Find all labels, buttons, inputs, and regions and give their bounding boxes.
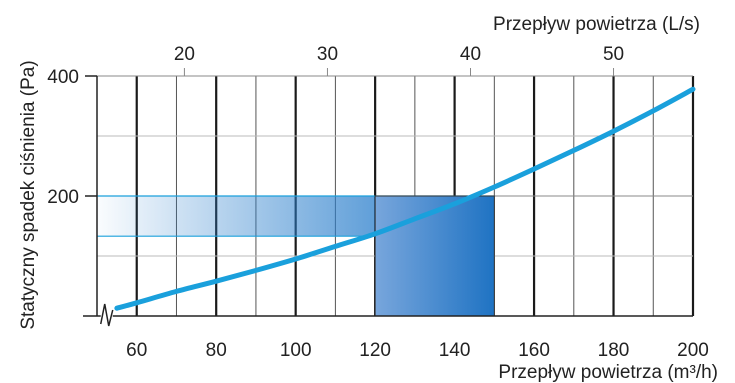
y-axis-label: Statyczny spadek ciśnienia (Pa) (18, 60, 39, 329)
top-x-tick-label: 20 (174, 44, 195, 65)
x-tick-label: 120 (359, 340, 391, 361)
x-tick-label: 80 (206, 340, 227, 361)
tick-labels: 200 400 60 80 100 120 140 160 180 200 20 30 40 50 (47, 44, 709, 361)
x-tick-label: 160 (518, 340, 550, 361)
x-axis-label: Przepływ powietrza (m³/h) (498, 362, 718, 383)
x-tick-label: 200 (677, 340, 709, 361)
top-x-tick-label: 30 (317, 44, 338, 65)
top-x-axis-label: Przepływ powietrza (L/s) (493, 14, 700, 35)
highlight-block (374, 195, 495, 317)
x-tick-label: 140 (439, 340, 471, 361)
x-tick-label: 100 (280, 340, 312, 361)
x-tick-label: 60 (126, 340, 147, 361)
axes (83, 68, 693, 327)
series-line (114, 86, 696, 311)
y-tick-label: 400 (47, 67, 79, 88)
x-tick-label: 180 (598, 340, 630, 361)
highlight-region (97, 195, 495, 317)
top-x-tick-label: 40 (460, 44, 481, 65)
y-tick-label: 200 (47, 187, 79, 208)
top-x-tick-label: 50 (603, 44, 624, 65)
series (114, 86, 696, 311)
highlight-band (97, 196, 376, 237)
axis-break-icon (99, 303, 114, 327)
